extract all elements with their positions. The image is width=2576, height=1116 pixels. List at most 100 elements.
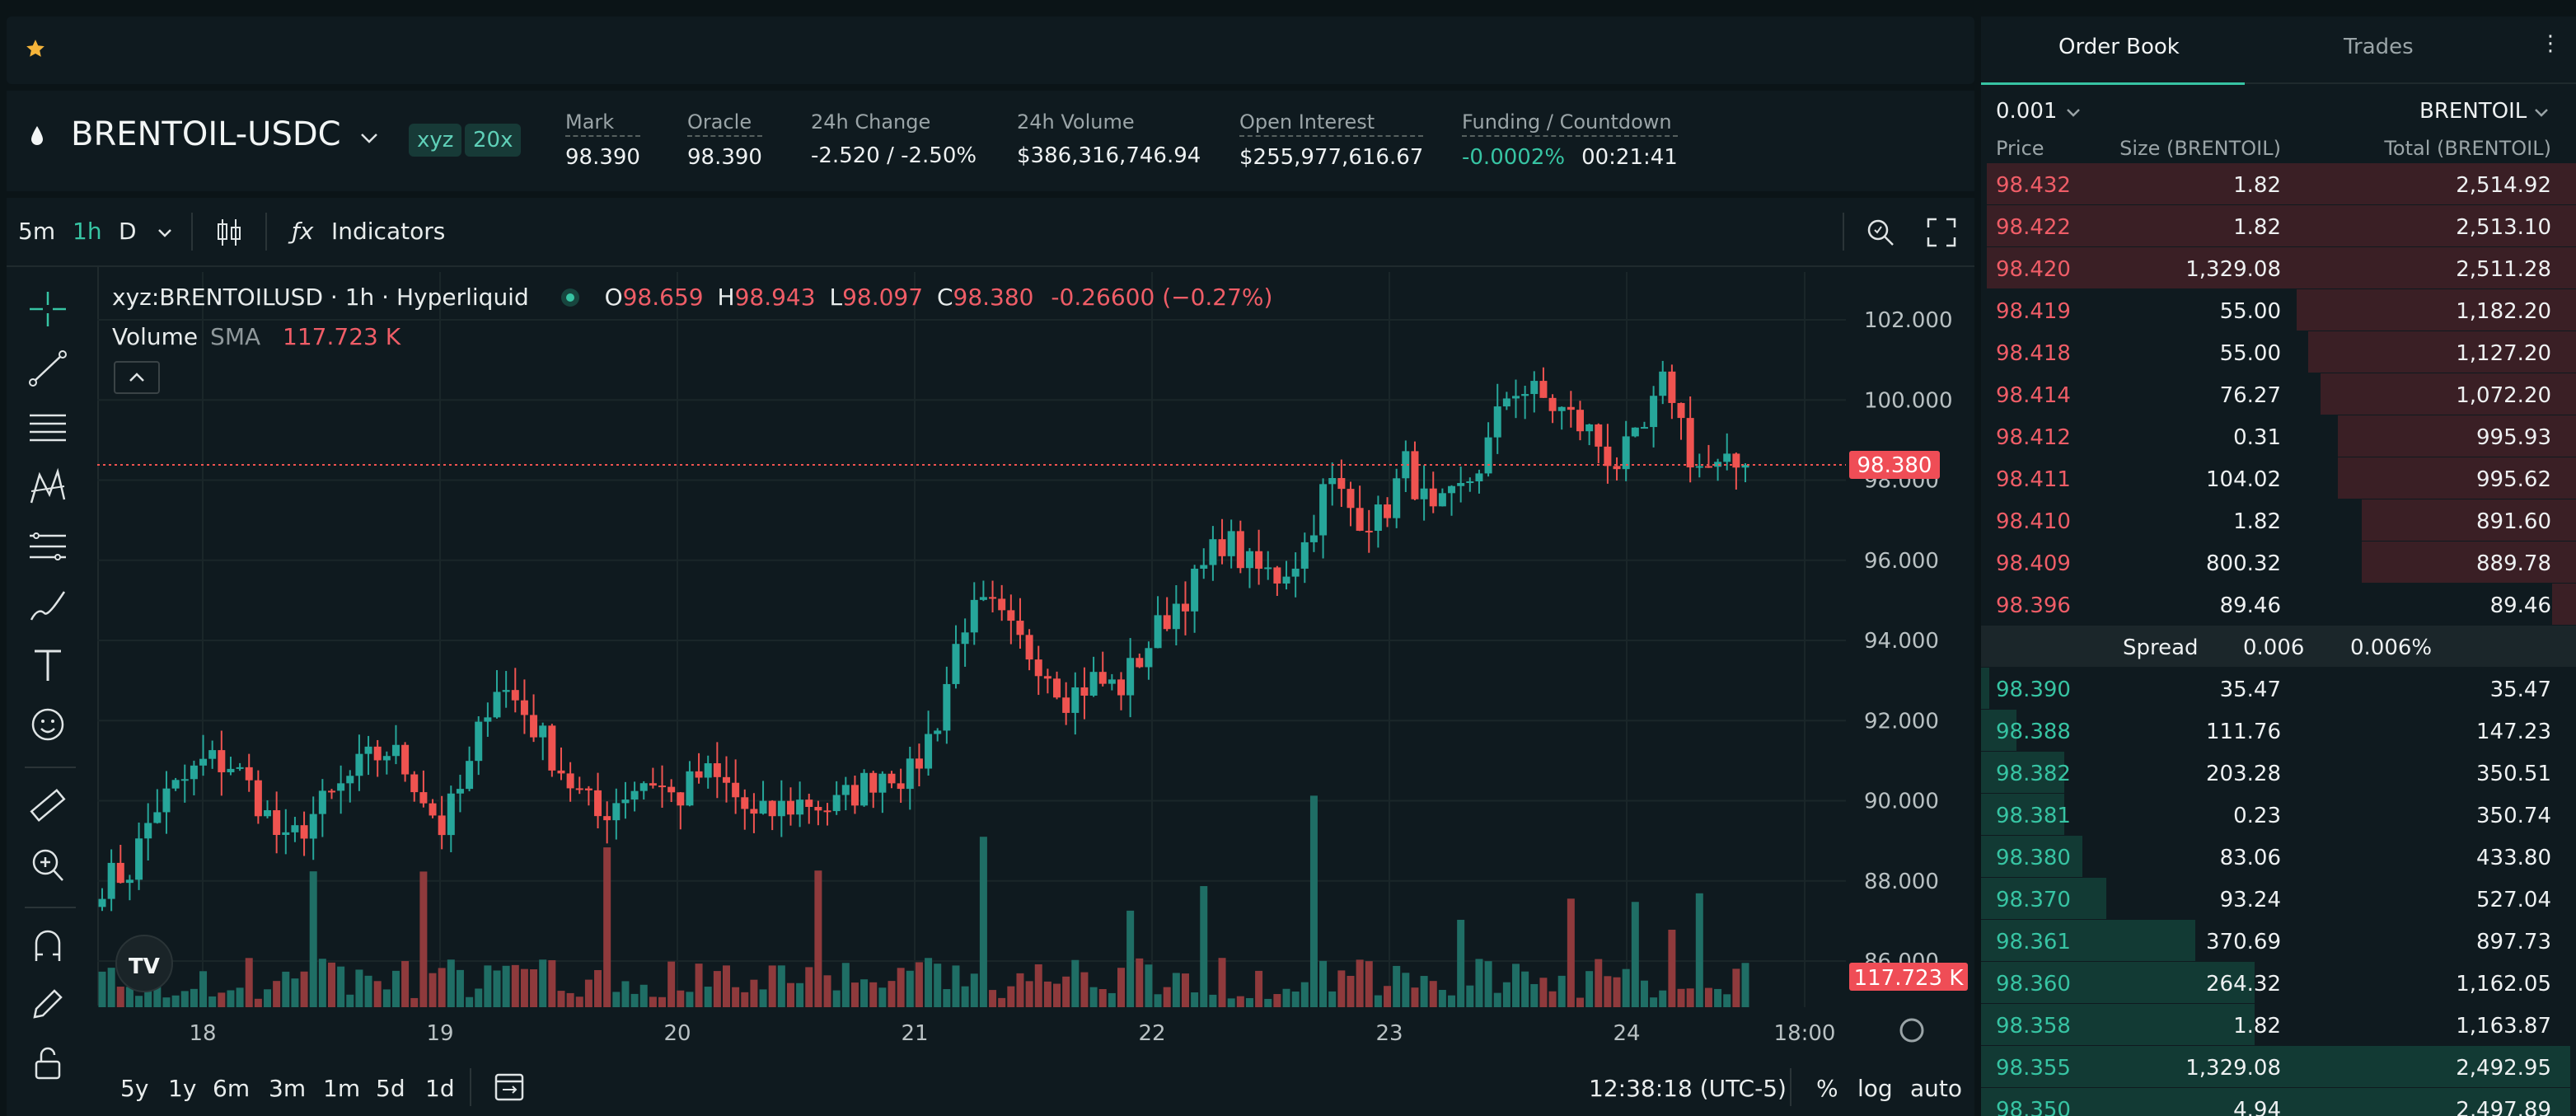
settings-gear-icon[interactable] (1899, 1018, 1924, 1043)
candle-body (621, 799, 630, 804)
candle-body (419, 792, 428, 804)
horizontal-lines-icon[interactable] (25, 407, 71, 448)
chart-time[interactable]: 12:38:18 (UTC-5) (1589, 1075, 1787, 1102)
bid-row[interactable]: 98.358 1.82 1,163.87 (1981, 1004, 2576, 1045)
bid-row[interactable]: 98.361 370.69 897.73 (1981, 920, 2576, 961)
tick-size-select[interactable]: 0.001 (1996, 99, 2058, 124)
asset-select[interactable]: BRENTOIL (2419, 99, 2527, 124)
range-1d[interactable]: 1d (425, 1075, 455, 1102)
tab-order-book[interactable]: Order Book (2058, 35, 2180, 59)
asset-chevron-icon[interactable] (2533, 107, 2550, 119)
candle-type-icon[interactable] (214, 216, 244, 249)
fx-icon[interactable]: ƒx (292, 218, 314, 245)
candle-body (1098, 672, 1107, 684)
volume-bar (575, 996, 583, 1007)
bid-row[interactable]: 98.370 93.24 527.04 (1981, 878, 2576, 919)
interval-chevron-icon[interactable] (157, 227, 173, 239)
tick-chevron-icon[interactable] (2065, 107, 2082, 119)
percent-toggle[interactable]: % (1816, 1075, 1838, 1102)
lock-icon[interactable] (25, 1043, 71, 1085)
more-vertical-icon[interactable]: ⋮ (2540, 31, 2561, 56)
candle-body (190, 765, 198, 780)
trend-line-icon[interactable] (25, 348, 71, 389)
ruler-icon[interactable] (25, 785, 71, 826)
total-cell: 1,127.20 (2456, 341, 2551, 366)
legend-high: 98.943 (734, 284, 816, 311)
total-cell: 995.62 (2476, 467, 2551, 492)
volume-bar (1695, 893, 1703, 1007)
chevron-down-icon[interactable] (359, 132, 379, 145)
volume-bar (502, 965, 510, 1007)
pattern-icon[interactable] (25, 467, 71, 508)
fullscreen-icon[interactable] (1927, 218, 1956, 247)
candle-body (732, 782, 740, 798)
ask-row[interactable]: 98.412 0.31 995.93 (1981, 415, 2576, 457)
ask-row[interactable]: 98.418 55.00 1,127.20 (1981, 331, 2576, 373)
candle-body (1650, 396, 1658, 428)
emoji-icon[interactable] (25, 704, 71, 745)
tab-trades[interactable]: Trades (2344, 35, 2414, 59)
indicators-button[interactable]: Indicators (331, 218, 446, 245)
interval-5m[interactable]: 5m (18, 218, 56, 245)
volume-bar (1723, 994, 1731, 1007)
range-5d[interactable]: 5d (376, 1075, 405, 1102)
volume-bar (107, 968, 115, 1007)
auto-toggle[interactable]: auto (1910, 1075, 1963, 1102)
ask-row[interactable]: 98.420 1,329.08 2,511.28 (1981, 247, 2576, 288)
range-5y[interactable]: 5y (120, 1075, 149, 1102)
legend-close: 98.380 (953, 284, 1034, 311)
range-3m[interactable]: 3m (269, 1075, 307, 1102)
collapse-legend-button[interactable] (114, 361, 160, 394)
ask-row[interactable]: 98.409 800.32 889.78 (1981, 542, 2576, 583)
interval-d[interactable]: D (119, 218, 137, 245)
interval-1h[interactable]: 1h (73, 218, 102, 245)
bid-row[interactable]: 98.360 264.32 1,162.05 (1981, 962, 2576, 1003)
magnet-icon[interactable] (25, 925, 71, 966)
candle-body (401, 744, 410, 775)
bid-row[interactable]: 98.380 83.06 433.80 (1981, 836, 2576, 877)
tradingview-logo[interactable]: TV (115, 935, 173, 992)
ask-row[interactable]: 98.396 89.46 89.46 (1981, 584, 2576, 625)
candle-body (759, 800, 767, 814)
market-symbol[interactable]: BRENTOIL-USDC (71, 115, 341, 153)
favorite-star-icon[interactable] (25, 38, 46, 59)
fib-icon[interactable] (25, 526, 71, 567)
candle-body (1548, 397, 1557, 411)
range-1y[interactable]: 1y (168, 1075, 197, 1102)
zoom-in-icon[interactable] (25, 844, 71, 885)
volume-bar (1512, 964, 1520, 1007)
volume-bar (135, 996, 143, 1007)
candle-body (1264, 567, 1272, 570)
size-cell: 104.02 (2206, 467, 2281, 492)
ask-row[interactable]: 98.432 1.82 2,514.92 (1981, 163, 2576, 204)
y-tick-label: 102.000 (1864, 308, 1953, 333)
range-6m[interactable]: 6m (213, 1075, 251, 1102)
volume-bar (1218, 958, 1226, 1007)
log-toggle[interactable]: log (1857, 1075, 1893, 1102)
brush-icon[interactable] (25, 585, 71, 626)
ask-row[interactable]: 98.422 1.82 2,513.10 (1981, 205, 2576, 246)
candle-body (337, 783, 345, 791)
text-tool-icon[interactable] (25, 645, 71, 686)
candle-body (1668, 371, 1676, 403)
candle-body (264, 810, 272, 817)
bid-row[interactable]: 98.382 203.28 350.51 (1981, 752, 2576, 793)
ask-row[interactable]: 98.411 104.02 995.62 (1981, 457, 2576, 499)
bid-row[interactable]: 98.350 4.94 2,497.89 (1981, 1088, 2576, 1116)
calendar-goto-icon[interactable] (493, 1070, 526, 1103)
bid-row[interactable]: 98.381 0.23 350.74 (1981, 794, 2576, 835)
ask-row[interactable]: 98.410 1.82 891.60 (1981, 499, 2576, 541)
volume-bar (1502, 982, 1510, 1007)
zoom-search-icon[interactable] (1864, 216, 1897, 249)
range-1m[interactable]: 1m (323, 1075, 361, 1102)
crosshair-icon[interactable] (25, 288, 71, 330)
bid-row[interactable]: 98.388 111.76 147.23 (1981, 710, 2576, 751)
bid-row[interactable]: 98.390 35.47 35.47 (1981, 668, 2576, 709)
ask-row[interactable]: 98.414 76.27 1,072.20 (1981, 373, 2576, 415)
ask-row[interactable]: 98.419 55.00 1,182.20 (1981, 289, 2576, 331)
bid-row[interactable]: 98.355 1,329.08 2,492.95 (1981, 1046, 2576, 1087)
leverage-badge[interactable]: 20x (465, 124, 522, 157)
volume-bar (1034, 964, 1042, 1007)
pencil-lock-icon[interactable] (25, 984, 71, 1025)
